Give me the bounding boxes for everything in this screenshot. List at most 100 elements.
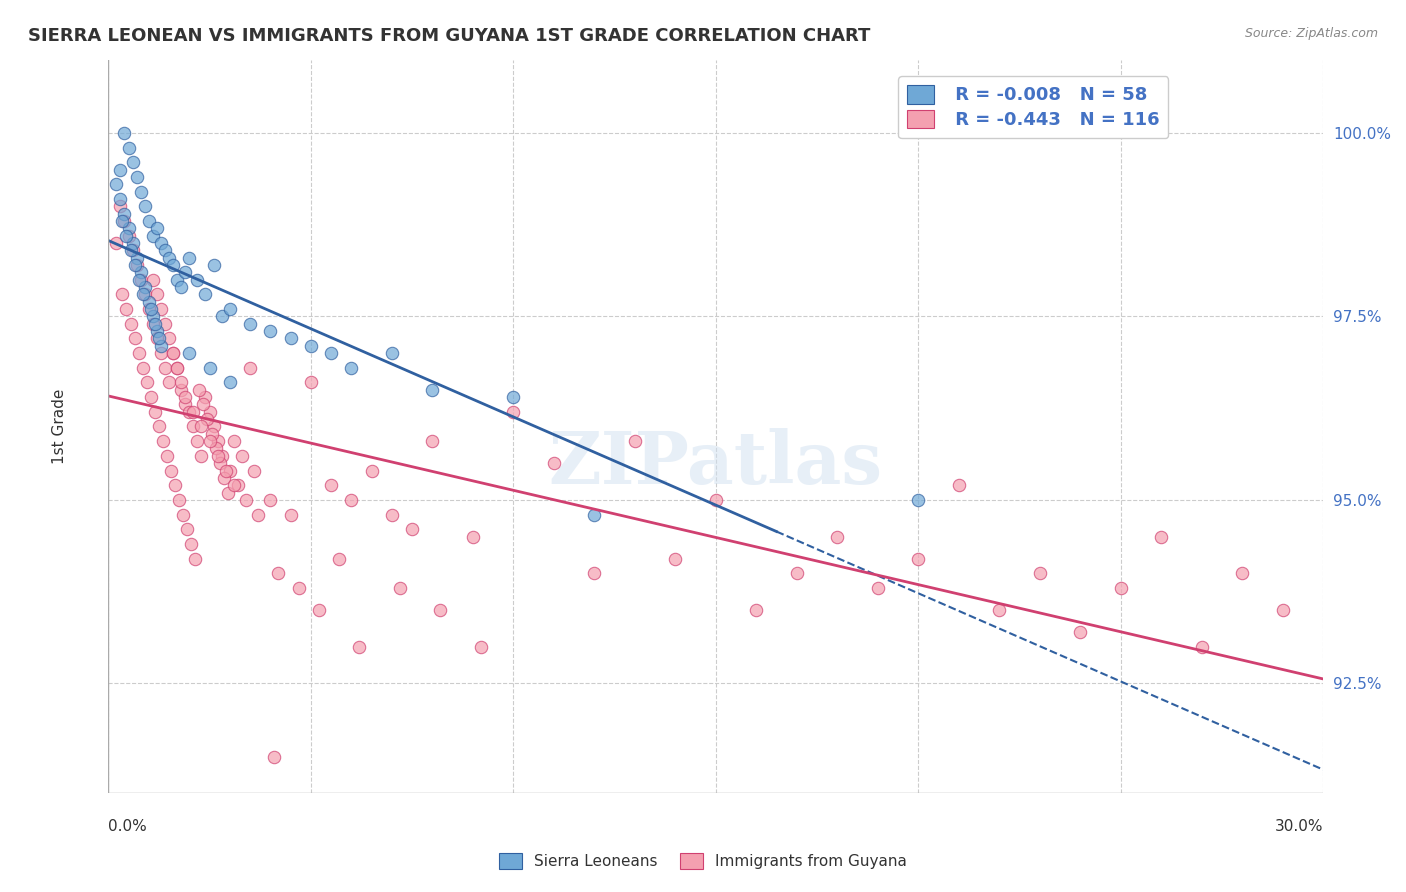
Point [194, 287, 217, 301]
Point [166, 360, 188, 375]
Point [866, 581, 889, 595]
Point [202, 419, 225, 434]
Point [131, 287, 153, 301]
Point [235, 492, 257, 507]
Point [120, 317, 142, 331]
Point [193, 397, 215, 411]
Point [125, 169, 148, 184]
Point [134, 280, 156, 294]
Point [543, 456, 565, 470]
Point [125, 251, 148, 265]
Point [184, 551, 207, 566]
Text: 1st Grade: 1st Grade [52, 389, 67, 464]
Point [786, 566, 808, 581]
Point [218, 463, 240, 477]
Point [179, 405, 201, 419]
Point [111, 287, 134, 301]
Point [1191, 640, 1213, 654]
Point [186, 434, 208, 449]
Point [176, 522, 198, 536]
Point [162, 258, 184, 272]
Point [299, 376, 322, 390]
Point [105, 178, 128, 192]
Point [198, 434, 221, 449]
Point [429, 603, 451, 617]
Text: ZIPatlas: ZIPatlas [548, 427, 883, 499]
Point [319, 478, 342, 492]
Point [142, 228, 165, 243]
Point [461, 530, 484, 544]
Legend:  R = -0.008   N = 58,  R = -0.443   N = 116: R = -0.008 N = 58, R = -0.443 N = 116 [898, 76, 1168, 138]
Point [121, 244, 143, 258]
Point [170, 376, 193, 390]
Text: 0.0%: 0.0% [108, 819, 148, 834]
Point [149, 235, 172, 250]
Point [222, 434, 245, 449]
Point [340, 360, 363, 375]
Point [215, 463, 238, 477]
Point [153, 244, 176, 258]
Point [247, 508, 270, 522]
Point [623, 434, 645, 449]
Point [198, 360, 221, 375]
Point [125, 258, 148, 272]
Point [664, 551, 686, 566]
Point [239, 317, 262, 331]
Point [218, 376, 240, 390]
Point [287, 581, 309, 595]
Point [208, 456, 231, 470]
Point [131, 360, 153, 375]
Point [117, 141, 139, 155]
Point [360, 463, 382, 477]
Point [138, 294, 160, 309]
Point [1029, 566, 1052, 581]
Point [114, 207, 136, 221]
Point [138, 302, 160, 317]
Point [188, 383, 211, 397]
Text: 30.0%: 30.0% [1275, 819, 1323, 834]
Point [583, 508, 606, 522]
Point [280, 508, 302, 522]
Point [162, 346, 184, 360]
Point [146, 287, 169, 301]
Point [502, 405, 524, 419]
Point [110, 162, 132, 177]
Point [179, 346, 201, 360]
Point [157, 331, 180, 345]
Point [239, 360, 262, 375]
Point [142, 310, 165, 324]
Point [218, 302, 240, 317]
Point [146, 221, 169, 235]
Point [827, 530, 849, 544]
Point [153, 360, 176, 375]
Point [388, 581, 411, 595]
Point [907, 492, 929, 507]
Point [308, 603, 330, 617]
Point [120, 244, 142, 258]
Point [170, 280, 193, 294]
Point [907, 551, 929, 566]
Point [115, 302, 138, 317]
Point [197, 412, 219, 426]
Point [117, 228, 139, 243]
Point [502, 390, 524, 404]
Point [166, 273, 188, 287]
Point [420, 383, 443, 397]
Point [114, 126, 136, 140]
Point [166, 360, 188, 375]
Point [745, 603, 768, 617]
Point [172, 508, 194, 522]
Point [207, 449, 229, 463]
Point [139, 302, 162, 317]
Point [157, 376, 180, 390]
Point [259, 492, 281, 507]
Point [948, 478, 970, 492]
Point [110, 192, 132, 206]
Point [129, 265, 152, 279]
Point [146, 331, 169, 345]
Point [263, 749, 285, 764]
Point [146, 324, 169, 338]
Point [128, 346, 150, 360]
Point [157, 251, 180, 265]
Point [243, 463, 266, 477]
